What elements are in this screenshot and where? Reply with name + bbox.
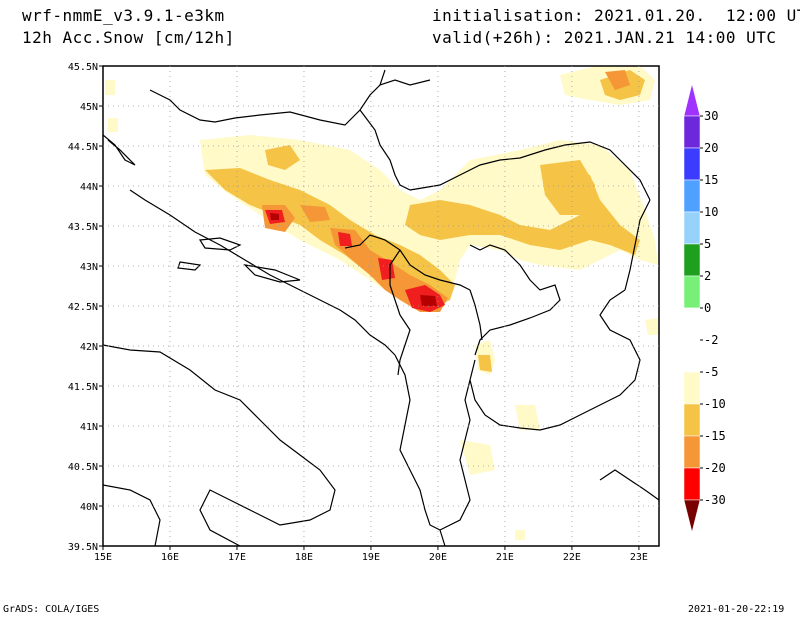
- colorbar-segment: [683, 435, 701, 469]
- footer-credit: GrADS: COLA/IGES: [3, 604, 100, 615]
- lon-tick-label: 18E: [295, 552, 313, 563]
- colorbar-label: -20: [704, 461, 726, 475]
- valid-time: valid(+26h): 2021.JAN.21 14:00 UTC: [432, 28, 777, 47]
- lon-tick-label: 23E: [630, 552, 648, 563]
- variable-title: 12h Acc.Snow [cm/12h]: [22, 28, 235, 47]
- model-title: wrf-nmmE_v3.9.1-e3km: [22, 6, 225, 25]
- lat-tick-label: 41.5N: [68, 382, 98, 393]
- lat-tick-label: 41N: [80, 422, 98, 433]
- lat-tick-label: 43N: [80, 262, 98, 273]
- longitude-labels: 15E 16E 17E 18E 19E 20E 21E 22E 23E: [94, 552, 648, 563]
- colorbar-label: -15: [704, 429, 726, 443]
- colorbar-label: 0: [704, 301, 711, 315]
- initialisation-time: initialisation: 2021.01.20. 12:00 UTC: [432, 6, 800, 25]
- colorbar-label: 10: [704, 205, 718, 219]
- colorbar-segment: [683, 339, 701, 373]
- colorbar-label: -30: [704, 493, 726, 507]
- lon-tick-label: 16E: [161, 552, 179, 563]
- lat-tick-label: 39.5N: [68, 542, 98, 553]
- map-grid: [99, 65, 659, 550]
- colorbar-segment: [683, 403, 701, 437]
- lon-tick-label: 21E: [496, 552, 514, 563]
- lat-tick-label: 44.5N: [68, 142, 98, 153]
- lat-tick-label: 40N: [80, 502, 98, 513]
- lat-tick-label: 45.5N: [68, 62, 98, 73]
- colorbar-segment: [683, 467, 701, 501]
- lat-tick-label: 42N: [80, 342, 98, 353]
- lat-tick-label: 44N: [80, 182, 98, 193]
- latitude-labels: 39.5N 40N 40.5N 41N 41.5N 42N 42.5N 43N 43.5N 44N…: [68, 62, 98, 553]
- map-frame: [102, 65, 660, 547]
- footer-timestamp: 2021-01-20-22:19: [688, 604, 785, 615]
- colorbar-label: 30: [704, 109, 718, 123]
- lat-tick-label: 40.5N: [68, 462, 98, 473]
- colorbar-label: -5: [704, 365, 718, 379]
- colorbar-label: 15: [704, 173, 718, 187]
- colorbar-label: -2: [704, 333, 718, 347]
- lat-tick-label: 45N: [80, 102, 98, 113]
- colorbar-segment: [683, 243, 701, 277]
- colorbar-bottom-arrow: [683, 499, 701, 533]
- colorbar-segment: [683, 115, 701, 149]
- colorbar-label: 5: [704, 237, 711, 251]
- lat-tick-label: 43.5N: [68, 222, 98, 233]
- snow-field: [105, 66, 658, 540]
- colorbar-segment: [683, 211, 701, 245]
- colorbar-top-arrow: [683, 83, 701, 117]
- lon-tick-label: 19E: [362, 552, 380, 563]
- lon-tick-label: 22E: [563, 552, 581, 563]
- colorbar-label: 20: [704, 141, 718, 155]
- colorbar-segment: [683, 275, 701, 309]
- colorbar-segment: [683, 179, 701, 213]
- colorbar-segment: [683, 147, 701, 181]
- lon-tick-label: 20E: [429, 552, 447, 563]
- colorbar-label: 2: [704, 269, 711, 283]
- colorbar-label: -10: [704, 397, 726, 411]
- colorbar-segment: [683, 307, 701, 341]
- colorbar-segment: [683, 371, 701, 405]
- lat-tick-label: 42.5N: [68, 302, 98, 313]
- lon-tick-label: 15E: [94, 552, 112, 563]
- coastlines-and-borders: [103, 69, 659, 546]
- lon-tick-label: 17E: [228, 552, 246, 563]
